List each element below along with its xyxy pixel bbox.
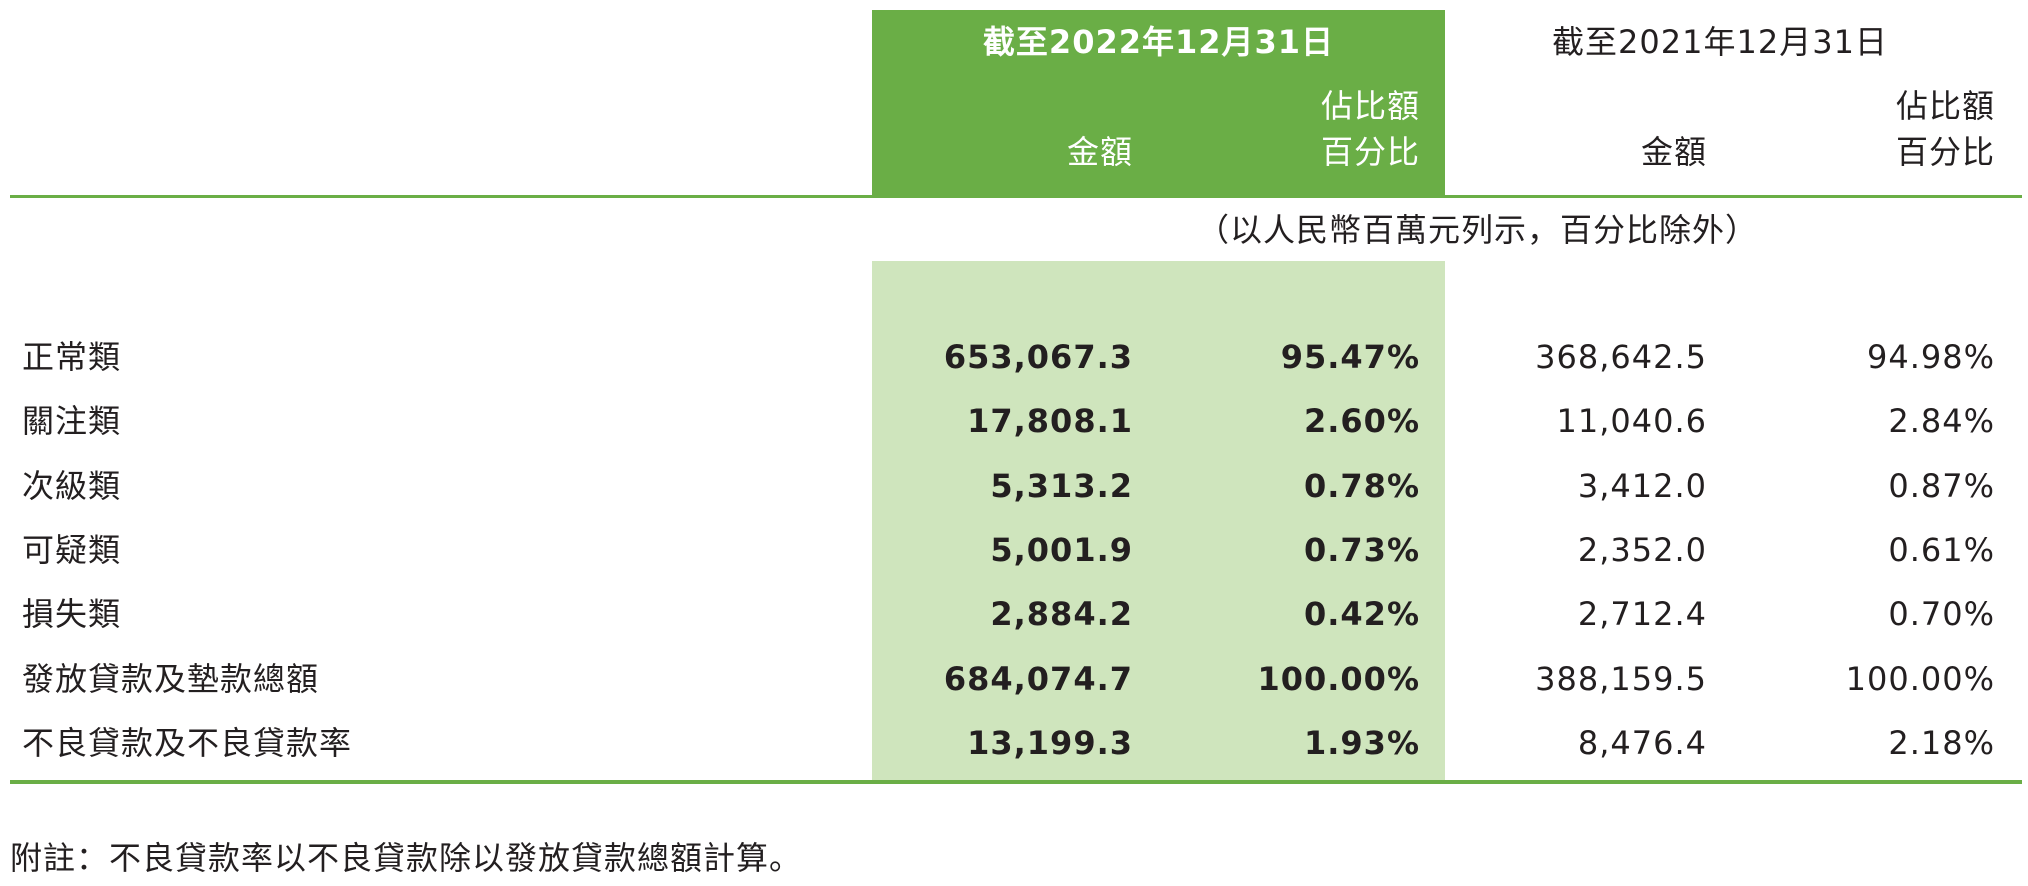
cell-amount-2021: 388,159.5 xyxy=(1535,660,1707,698)
cell-amount-2022: 5,313.2 xyxy=(990,467,1133,505)
cell-amount-2021: 2,712.4 xyxy=(1577,595,1707,633)
pct-label-2022-line1: 佔比額 xyxy=(1320,87,1420,125)
cell-amount-2021: 8,476.4 xyxy=(1577,724,1707,762)
cell-pct-2022: 95.47% xyxy=(1280,338,1420,376)
cell-pct-2021: 94.98% xyxy=(1866,338,1995,376)
cell-pct-2021: 2.84% xyxy=(1888,402,1995,440)
cell-amount-2021: 11,040.6 xyxy=(1556,402,1707,440)
cell-amount-2021: 2,352.0 xyxy=(1577,531,1707,569)
cell-pct-2021: 2.18% xyxy=(1888,724,1995,762)
cell-pct-2022: 0.78% xyxy=(1303,467,1420,505)
pct-label-2021-line2: 百分比 xyxy=(1895,133,1995,171)
amount-label-2022: 金額 xyxy=(1066,133,1133,171)
cell-pct-2021: 100.00% xyxy=(1845,660,1995,698)
amount-label-2021: 金額 xyxy=(1640,133,1707,171)
row-label: 發放貸款及墊款總額 xyxy=(22,660,320,698)
row-label: 不良貸款及不良貸款率 xyxy=(22,724,353,762)
row-label: 損失類 xyxy=(22,595,122,633)
footnote: 附註：不良貸款率以不良貸款除以發放貸款總額計算。 xyxy=(10,839,803,877)
cell-pct-2022: 0.73% xyxy=(1303,531,1420,569)
cell-pct-2022: 100.00% xyxy=(1257,660,1420,698)
cell-amount-2021: 368,642.5 xyxy=(1535,338,1707,376)
row-label: 正常類 xyxy=(22,338,122,376)
cell-pct-2021: 0.70% xyxy=(1888,595,1995,633)
pct-label-2022-line2: 百分比 xyxy=(1320,133,1420,171)
cell-amount-2022: 13,199.3 xyxy=(967,724,1133,762)
unit-note: （以人民幣百萬元列示，百分比除外） xyxy=(1196,211,1758,249)
cell-amount-2022: 653,067.3 xyxy=(943,338,1133,376)
cell-pct-2022: 1.93% xyxy=(1303,724,1420,762)
header-rule xyxy=(10,195,2022,198)
highlight-header-2022 xyxy=(872,10,1445,195)
period-2022-heading: 截至2022年12月31日 xyxy=(982,23,1335,61)
cell-amount-2022: 2,884.2 xyxy=(990,595,1133,633)
cell-amount-2022: 5,001.9 xyxy=(990,531,1133,569)
row-label: 關注類 xyxy=(22,402,122,440)
row-label: 可疑類 xyxy=(22,531,122,569)
table-bottom-rule xyxy=(10,780,2022,784)
cell-pct-2021: 0.87% xyxy=(1888,467,1995,505)
highlight-body-2022 xyxy=(872,261,1445,782)
cell-pct-2022: 0.42% xyxy=(1303,595,1420,633)
cell-pct-2021: 0.61% xyxy=(1888,531,1995,569)
row-label: 次級類 xyxy=(22,467,122,505)
cell-amount-2022: 684,074.7 xyxy=(943,660,1133,698)
cell-pct-2022: 2.60% xyxy=(1303,402,1420,440)
period-2021-heading: 截至2021年12月31日 xyxy=(1552,23,1888,61)
cell-amount-2022: 17,808.1 xyxy=(967,402,1133,440)
cell-amount-2021: 3,412.0 xyxy=(1577,467,1707,505)
pct-label-2021-line1: 佔比額 xyxy=(1895,87,1995,125)
